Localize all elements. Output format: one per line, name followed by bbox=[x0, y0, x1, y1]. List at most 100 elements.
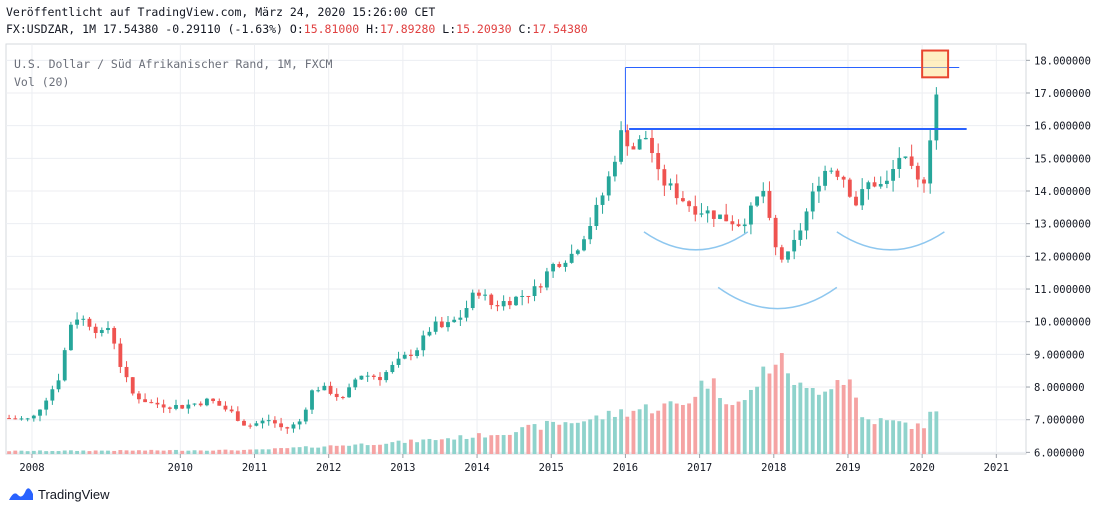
volume-bar bbox=[106, 450, 110, 454]
candle-up bbox=[68, 324, 73, 351]
low-label: L: bbox=[442, 22, 457, 36]
volume-bar bbox=[62, 450, 67, 454]
volume-bar bbox=[934, 411, 939, 454]
volume-bar bbox=[334, 445, 339, 454]
price-chart[interactable]: 18.000000 17.000000 16.000000 15.000000 14.0… bbox=[0, 0, 1100, 480]
x-tick-label: 2014 bbox=[464, 462, 489, 474]
volume-bar bbox=[384, 443, 389, 454]
pattern-arc bbox=[836, 231, 945, 251]
candle-up bbox=[402, 354, 407, 359]
candle-up bbox=[884, 180, 889, 184]
volume-bar bbox=[31, 450, 36, 454]
candle-up bbox=[612, 161, 617, 177]
candle-down bbox=[711, 210, 716, 219]
candle-up bbox=[897, 157, 902, 169]
volume-bar bbox=[643, 404, 648, 454]
candle-down bbox=[211, 398, 216, 402]
candle-down bbox=[118, 343, 123, 367]
footer-brand[interactable]: TradingView bbox=[8, 486, 110, 502]
volume-bar bbox=[532, 424, 537, 454]
volume-bar bbox=[816, 394, 821, 454]
candle-up bbox=[75, 319, 80, 325]
candle-up bbox=[56, 380, 61, 390]
symbol-text: FX:USDZAR, 1M bbox=[6, 22, 97, 36]
candle-down bbox=[7, 418, 12, 420]
candle-up bbox=[755, 196, 760, 206]
volume-bar bbox=[878, 418, 883, 454]
candle-up bbox=[384, 372, 389, 381]
candle-down bbox=[93, 326, 98, 333]
time-axis[interactable]: 2008 2010 2011 2012 2013 2014 2015 2016 2017 2018… bbox=[19, 454, 1009, 474]
volume-bar bbox=[891, 420, 896, 454]
volume-bar bbox=[223, 449, 228, 454]
published-line: Veröffentlicht auf TradingView.com, März… bbox=[6, 5, 435, 19]
volume-bar bbox=[612, 416, 617, 454]
volume-bar bbox=[322, 446, 327, 454]
volume-bar bbox=[81, 450, 86, 454]
volume-bar bbox=[303, 446, 308, 454]
volume-bar bbox=[557, 424, 562, 454]
x-tick-label: 2018 bbox=[761, 462, 786, 474]
candle-down bbox=[143, 399, 148, 403]
candle-up bbox=[619, 130, 624, 162]
candle-down bbox=[680, 198, 685, 202]
volume-bar bbox=[242, 449, 246, 454]
candle-up bbox=[204, 398, 209, 406]
candle-up bbox=[254, 423, 259, 426]
candle-down bbox=[724, 214, 729, 222]
y-tick-label: 7.000000 bbox=[1034, 415, 1085, 427]
candle-up bbox=[359, 375, 364, 380]
pattern-arc bbox=[717, 286, 838, 310]
volume-bar bbox=[235, 450, 240, 454]
legend-title: U.S. Dollar / Süd Afrikanischer Rand, 1M… bbox=[14, 57, 333, 71]
y-tick-label: 15.000000 bbox=[1034, 153, 1091, 165]
candle-up bbox=[415, 350, 420, 356]
volume-bar bbox=[773, 364, 778, 454]
candle-up bbox=[390, 364, 395, 373]
candle-up bbox=[260, 420, 265, 424]
volume-bar bbox=[619, 409, 624, 454]
x-tick-label: 2010 bbox=[168, 462, 193, 474]
candle-down bbox=[229, 409, 234, 412]
volume-bar bbox=[143, 450, 148, 454]
price-axis[interactable]: 18.000000 17.000000 16.000000 15.000000 14.0… bbox=[1026, 55, 1091, 459]
volume-bar bbox=[192, 450, 197, 454]
volume-bar bbox=[347, 445, 352, 454]
volume-bar bbox=[563, 422, 568, 454]
volume-bar bbox=[662, 403, 667, 454]
open-label: O: bbox=[289, 22, 304, 36]
volume-bar bbox=[501, 435, 506, 454]
candle-down bbox=[773, 217, 778, 248]
candle-up bbox=[483, 294, 488, 296]
volume-bar bbox=[897, 421, 902, 454]
y-tick-label: 10.000000 bbox=[1034, 317, 1091, 329]
candle-up bbox=[353, 379, 358, 388]
volume-bar bbox=[588, 419, 593, 454]
volume-bar bbox=[915, 423, 920, 454]
volume-bar bbox=[810, 388, 815, 454]
candle-up bbox=[421, 335, 426, 351]
volume-bar bbox=[507, 434, 512, 454]
candle-down bbox=[557, 263, 562, 267]
volume-bar bbox=[464, 438, 469, 454]
x-tick-label: 2012 bbox=[316, 462, 341, 474]
candle-up bbox=[532, 286, 537, 297]
x-tick-label: 2021 bbox=[984, 462, 1009, 474]
candle-up bbox=[174, 405, 178, 409]
candle-down bbox=[650, 137, 654, 154]
volume-bar bbox=[452, 439, 457, 454]
candle-up bbox=[19, 418, 24, 420]
candle-down bbox=[334, 393, 339, 398]
x-tick-label: 2011 bbox=[242, 462, 267, 474]
volume-bar bbox=[316, 447, 321, 454]
candle-down bbox=[248, 425, 253, 427]
volume-bar bbox=[476, 433, 481, 454]
x-tick-label: 2017 bbox=[687, 462, 712, 474]
candle-up bbox=[38, 409, 42, 416]
high-value: 17.89280 bbox=[379, 22, 436, 36]
candle-down bbox=[285, 427, 290, 429]
volume-bar bbox=[680, 404, 685, 454]
volume-bar bbox=[310, 447, 314, 454]
volume-bar bbox=[186, 450, 191, 454]
candle-down bbox=[136, 393, 141, 400]
